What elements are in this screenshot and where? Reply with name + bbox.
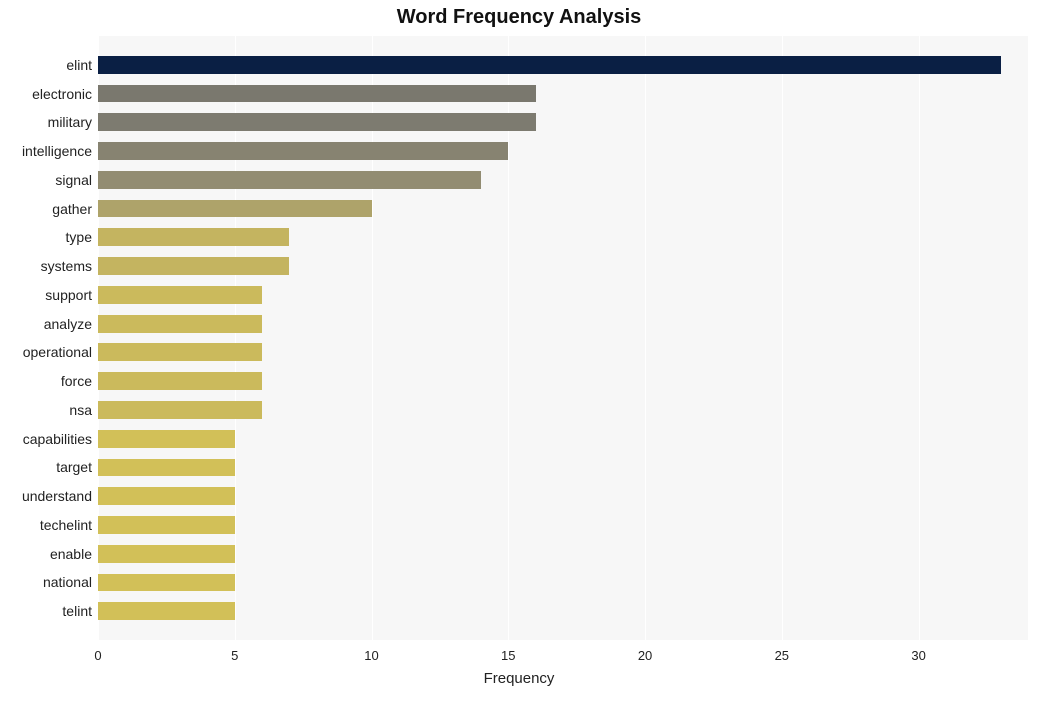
gridline — [645, 36, 646, 640]
bar — [98, 85, 536, 103]
bar — [98, 257, 289, 275]
x-tick-label: 0 — [94, 648, 101, 663]
bar — [98, 574, 235, 592]
y-tick-label: elint — [66, 57, 98, 73]
x-tick-label: 20 — [638, 648, 652, 663]
x-tick-label: 10 — [364, 648, 378, 663]
bar — [98, 56, 1001, 74]
bar — [98, 459, 235, 477]
y-tick-label: nsa — [69, 402, 98, 418]
y-tick-label: electronic — [32, 86, 98, 102]
y-tick-label: military — [48, 114, 98, 130]
bar — [98, 113, 536, 131]
bar — [98, 200, 372, 218]
bar — [98, 401, 262, 419]
y-tick-label: capabilities — [23, 431, 98, 447]
y-tick-label: intelligence — [22, 143, 98, 159]
y-tick-label: type — [66, 229, 98, 245]
x-axis-label: Frequency — [0, 670, 1038, 687]
y-tick-label: signal — [55, 172, 98, 188]
x-tick-label: 15 — [501, 648, 515, 663]
bar — [98, 487, 235, 505]
bar — [98, 602, 235, 620]
y-tick-label: gather — [52, 201, 98, 217]
x-tick-label: 5 — [231, 648, 238, 663]
bar — [98, 545, 235, 563]
bar — [98, 372, 262, 390]
bar — [98, 142, 508, 160]
bar — [98, 516, 235, 534]
bar — [98, 286, 262, 304]
gridline — [919, 36, 920, 640]
chart-title: Word Frequency Analysis — [0, 6, 1038, 29]
y-tick-label: techelint — [40, 517, 98, 533]
bar — [98, 171, 481, 189]
y-tick-label: telint — [62, 603, 98, 619]
plot-area: 051015202530elintelectronicmilitaryintel… — [98, 36, 1028, 640]
y-tick-label: target — [56, 459, 98, 475]
y-tick-label: systems — [41, 258, 98, 274]
bar — [98, 343, 262, 361]
bar — [98, 315, 262, 333]
word-frequency-chart: Word Frequency Analysis 051015202530elin… — [0, 0, 1038, 701]
y-tick-label: analyze — [44, 316, 98, 332]
bar — [98, 228, 289, 246]
bar — [98, 430, 235, 448]
y-tick-label: support — [45, 287, 98, 303]
y-tick-label: enable — [50, 546, 98, 562]
y-tick-label: national — [43, 574, 98, 590]
x-tick-label: 30 — [911, 648, 925, 663]
y-tick-label: operational — [23, 344, 98, 360]
y-tick-label: force — [61, 373, 98, 389]
y-tick-label: understand — [22, 488, 98, 504]
x-tick-label: 25 — [775, 648, 789, 663]
gridline — [782, 36, 783, 640]
